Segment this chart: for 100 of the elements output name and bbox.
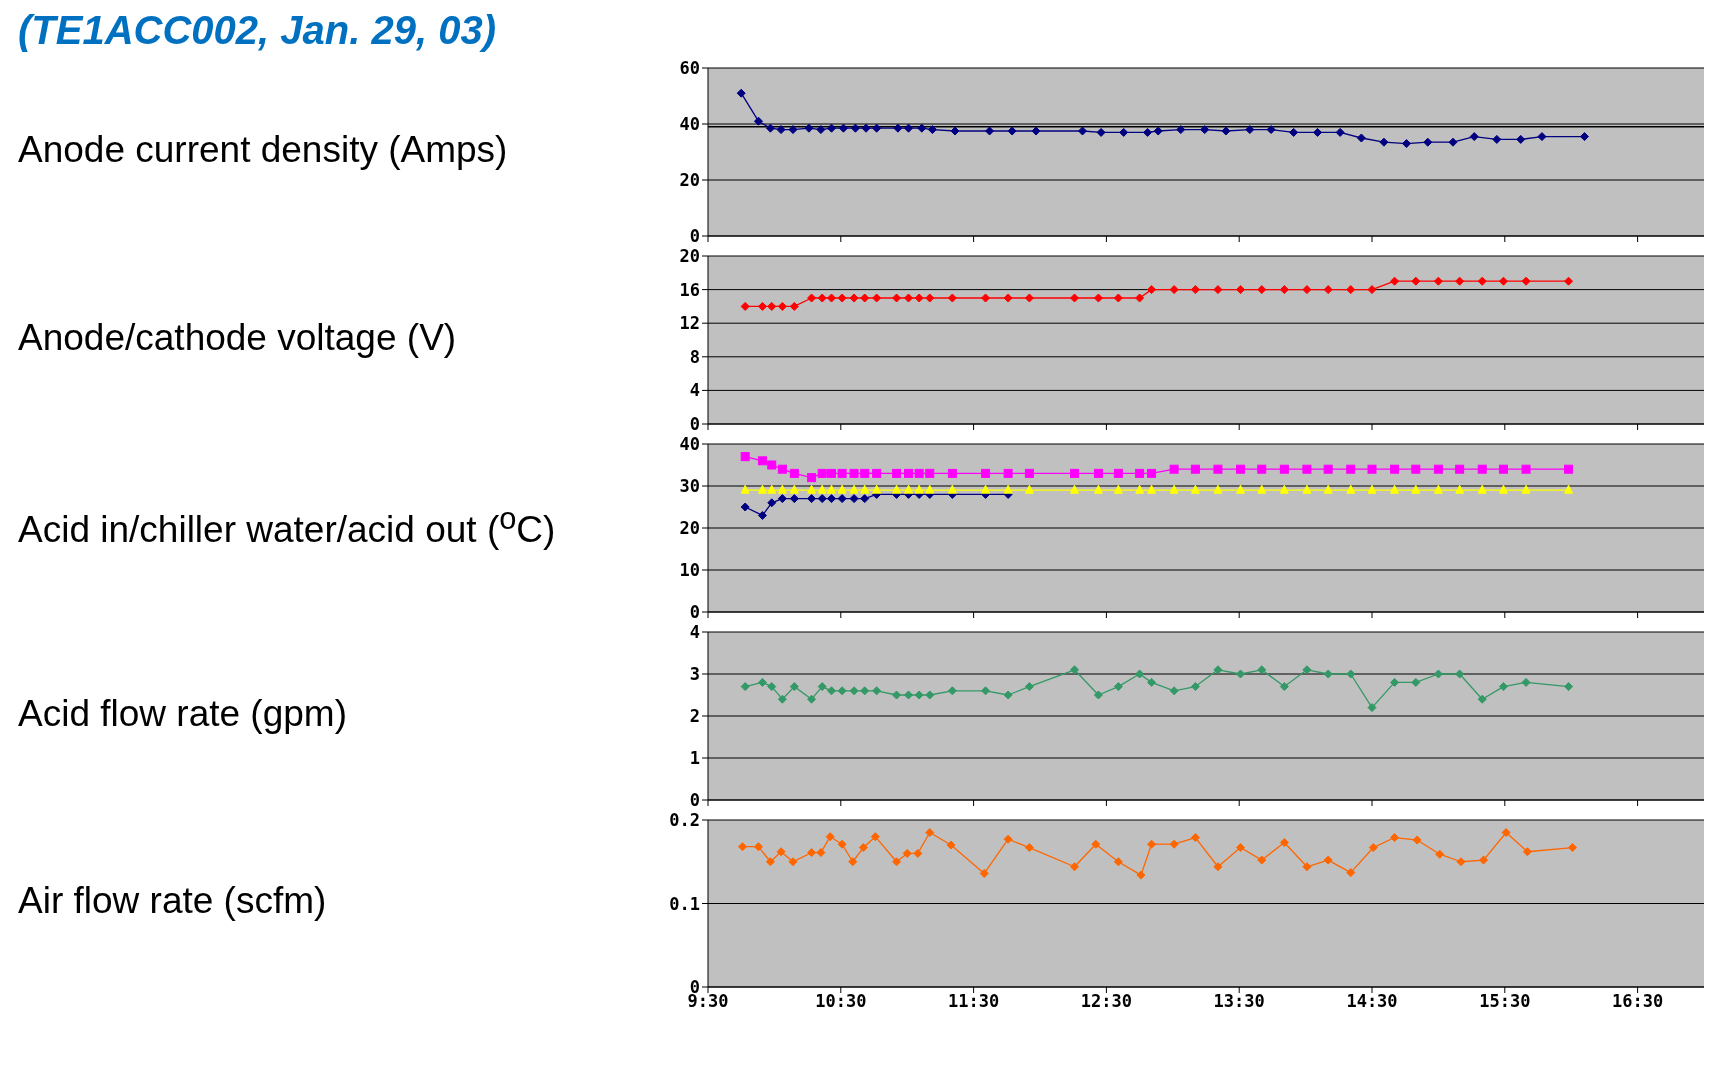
point <box>860 484 870 494</box>
point <box>914 293 924 303</box>
point <box>860 686 870 696</box>
point <box>1070 484 1080 494</box>
y-tick-label: 12 <box>679 313 700 334</box>
point <box>753 116 763 126</box>
point <box>872 686 882 696</box>
point <box>767 301 777 311</box>
point <box>1257 285 1267 295</box>
point <box>837 293 847 303</box>
point <box>1279 484 1289 494</box>
point <box>1368 843 1378 853</box>
point <box>870 832 880 842</box>
x-tick-label: 11:30 <box>948 991 1000 1012</box>
point <box>1335 127 1345 137</box>
point <box>776 847 786 857</box>
x-tick-label: 12:30 <box>1080 991 1132 1012</box>
y-tick-label: 0 <box>689 790 700 811</box>
point <box>1213 862 1223 872</box>
point <box>1169 686 1179 696</box>
point <box>1093 293 1103 303</box>
point <box>925 828 935 838</box>
point <box>892 293 902 303</box>
point <box>1190 484 1200 494</box>
point <box>1257 464 1267 474</box>
point <box>1302 665 1312 675</box>
point <box>1469 132 1479 142</box>
y-tick-label: 40 <box>679 434 700 455</box>
point <box>837 484 847 494</box>
point <box>1236 484 1246 494</box>
point <box>1257 665 1267 675</box>
point <box>1289 127 1299 137</box>
point <box>1411 677 1421 687</box>
y-tick-label: 0 <box>689 226 700 247</box>
point <box>917 123 927 133</box>
point <box>1031 126 1041 136</box>
point <box>1236 464 1246 474</box>
point <box>1412 835 1422 845</box>
point <box>777 464 787 474</box>
y-tick-label: 0 <box>689 602 700 623</box>
y-axis-title: Acid in/chiller water/acid out ($^{o}$C) <box>17 500 557 552</box>
point <box>1113 468 1123 478</box>
point <box>913 848 923 858</box>
point <box>1279 285 1289 295</box>
point <box>1521 276 1531 286</box>
point <box>807 484 817 494</box>
point <box>892 468 902 478</box>
y-tick-label: 0.1 <box>669 893 700 914</box>
point <box>925 468 935 478</box>
point <box>947 468 957 478</box>
point <box>1266 125 1276 135</box>
text: (TE1ACC002, Jan. 29, 03) <box>17 8 497 54</box>
point <box>1492 134 1502 144</box>
point <box>1190 833 1200 843</box>
point <box>981 293 991 303</box>
point <box>807 293 817 303</box>
point <box>1147 468 1157 478</box>
point <box>816 125 826 135</box>
point <box>827 123 836 133</box>
point <box>837 686 847 696</box>
point <box>1135 669 1145 679</box>
point <box>1003 690 1013 700</box>
y-tick-label: 4 <box>689 622 700 643</box>
point <box>858 843 868 853</box>
point <box>767 498 777 508</box>
point <box>1346 285 1356 295</box>
point <box>1213 464 1223 474</box>
point <box>1078 126 1087 136</box>
point <box>892 690 902 700</box>
point <box>1169 464 1179 474</box>
point <box>1279 682 1289 692</box>
point <box>849 686 859 696</box>
point <box>1564 276 1574 286</box>
point <box>788 857 798 867</box>
point <box>1113 293 1123 303</box>
point <box>872 293 882 303</box>
point <box>914 690 924 700</box>
point <box>1390 276 1400 286</box>
point <box>825 832 835 842</box>
point <box>860 468 870 478</box>
point <box>757 510 767 520</box>
point <box>789 682 799 692</box>
point <box>1390 464 1400 474</box>
point <box>1356 133 1366 143</box>
y-tick-label: 30 <box>679 476 700 497</box>
point <box>1537 132 1547 142</box>
point <box>767 484 777 494</box>
x-tick-label: 14:30 <box>1346 991 1398 1012</box>
point <box>1568 843 1578 853</box>
point <box>1498 276 1508 286</box>
point <box>757 301 767 311</box>
point <box>1402 139 1412 149</box>
point <box>1213 285 1223 295</box>
y-tick-label: 20 <box>679 246 700 267</box>
point <box>807 694 817 704</box>
y-tick-label: 1 <box>689 748 700 769</box>
point <box>776 125 786 135</box>
point <box>1135 293 1145 303</box>
point <box>1456 857 1466 867</box>
point <box>1302 285 1312 295</box>
